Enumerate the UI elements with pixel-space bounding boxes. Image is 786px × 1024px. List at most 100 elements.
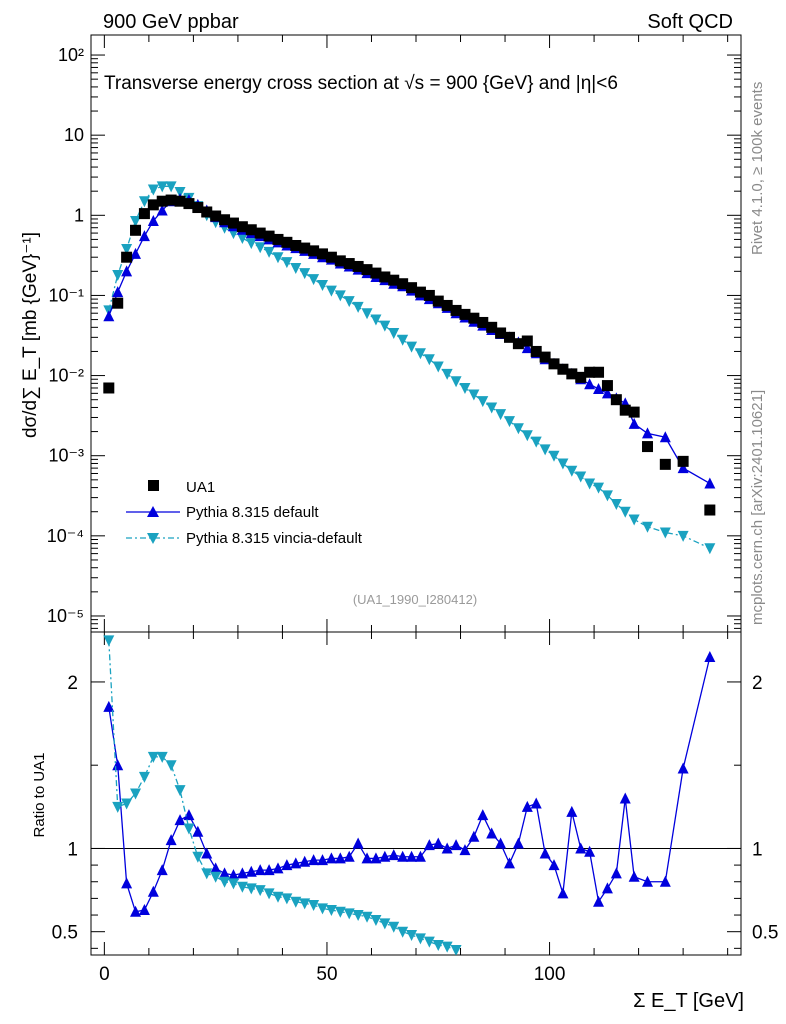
pythia-default-ratio-point	[539, 847, 551, 859]
pythia-default-ratio-point	[227, 869, 239, 881]
y-tick-label: 10⁻³	[48, 446, 84, 466]
pythia-vincia-point	[263, 246, 275, 258]
pythia-default-ratio-point	[521, 800, 533, 812]
ratio-tick-label: 1	[67, 839, 78, 860]
ua1-point	[432, 295, 444, 307]
pythia-vincia-point	[325, 285, 337, 297]
pythia-default-ratio-point	[575, 842, 587, 854]
ua1-point	[593, 366, 605, 378]
pythia-default-ratio-point	[659, 875, 671, 887]
pythia-default-ratio-point	[557, 887, 569, 899]
pythia-default-ratio-point	[263, 864, 275, 876]
pythia-default-ratio-point	[704, 650, 716, 662]
pythia-default-ratio-point	[468, 830, 480, 842]
ua1-point	[459, 308, 471, 320]
ua1-point	[379, 271, 391, 283]
pythia-vincia-point	[557, 458, 569, 470]
pythia-vincia-ratio-point	[308, 900, 320, 912]
pythia-vincia-point	[548, 450, 560, 462]
pythia-vincia-ratio-point	[201, 868, 213, 880]
pythia-default-ratio-point	[441, 842, 453, 854]
pythia-default-ratio-point	[450, 839, 462, 851]
plot-title: Transverse energy cross section at √s = …	[104, 73, 618, 94]
pythia-default-ratio-point	[281, 859, 293, 871]
pythia-default-ratio-point	[486, 827, 498, 839]
pythia-vincia-point	[236, 233, 248, 245]
ua1-point	[503, 331, 515, 343]
pythia-vincia-ratio-point	[147, 751, 159, 763]
ua1-point	[548, 358, 560, 370]
pythia-default-ratio-point	[343, 850, 355, 862]
pythia-vincia-ratio-point	[272, 891, 284, 903]
pythia-default-ratio-point	[130, 905, 142, 917]
ua1-point	[263, 230, 275, 242]
pythia-default-ratio-point	[370, 852, 382, 864]
pythia-vincia-ratio-point	[414, 933, 426, 945]
ua1-point	[334, 255, 346, 267]
ua1-point	[317, 248, 329, 260]
pythia-vincia-point	[397, 334, 409, 346]
pythia-default-ratio-point	[432, 837, 444, 849]
ua1-point	[325, 251, 337, 263]
pythia-default-ratio-point	[174, 814, 186, 826]
pythia-default-ratio-point	[299, 855, 311, 867]
ratio-tick-label: 0.5	[752, 923, 778, 944]
pythia-vincia-point	[156, 181, 168, 193]
pythia-vincia-ratio-point	[245, 883, 257, 895]
y-tick-label: 10⁻⁵	[47, 606, 84, 626]
pythia-vincia-ratio-point	[379, 918, 391, 930]
pythia-vincia-point	[343, 296, 355, 308]
ua1-point	[423, 289, 435, 301]
pythia-default-point	[704, 477, 716, 489]
pythia-vincia-point	[704, 543, 716, 555]
pythia-vincia-point	[468, 389, 480, 401]
pythia-vincia-point	[281, 257, 293, 269]
pythia-vincia-ratio-point	[121, 798, 133, 810]
pythia-vincia-point	[254, 242, 266, 254]
pythia-vincia-point	[165, 181, 177, 193]
pythia-default-ratio-point	[642, 875, 654, 887]
y-tick-label: 10	[64, 125, 84, 145]
legend-label: UA1	[186, 479, 215, 496]
ua1-point	[174, 195, 186, 207]
pythia-default-point	[121, 265, 133, 277]
pythia-vincia-point	[512, 423, 524, 435]
pythia-default-ratio-point	[308, 854, 320, 866]
legend-item-pythia-vincia: Pythia 8.315 vincia-default	[126, 530, 363, 547]
pythia-vincia-point	[477, 396, 489, 408]
pythia-vincia-point	[308, 274, 320, 286]
pythia-vincia-ratio-point	[263, 888, 275, 900]
pythia-default-ratio-point	[512, 837, 524, 849]
pythia-default-ratio-point	[245, 865, 257, 877]
pythia-default-ratio-point	[254, 864, 266, 876]
pythia-vincia-point	[245, 238, 257, 250]
ua1-point	[468, 312, 480, 324]
pythia-default-ratio-point	[619, 792, 631, 804]
ua1-point	[219, 214, 231, 226]
pythia-vincia-point	[423, 354, 435, 366]
pythia-default-ratio-point	[147, 885, 159, 897]
pythia-default-ratio-point	[566, 805, 578, 817]
pythia-vincia-point	[575, 471, 587, 483]
ratio-tick-label: 1	[752, 839, 763, 860]
ua1-point	[521, 335, 533, 347]
ua1-point	[530, 345, 542, 357]
ua1-point	[512, 338, 524, 350]
legend-marker-triangle-down	[147, 533, 159, 544]
pythia-vincia-ratio-point	[325, 905, 337, 917]
pythia-default-ratio-point	[219, 867, 231, 879]
ua1-point	[628, 406, 640, 418]
pythia-default-ratio-point	[414, 850, 426, 862]
pythia-default-point	[147, 214, 159, 226]
legend-label: Pythia 8.315 vincia-default	[186, 530, 363, 547]
ua1-point	[290, 239, 302, 251]
y-tick-label: 10²	[58, 45, 84, 65]
x-axis-label: Σ E_T [GeV]	[633, 990, 744, 1012]
pythia-default-ratio-point	[290, 857, 302, 869]
pythia-default-point	[103, 310, 115, 322]
pythia-default-ratio-point	[210, 862, 222, 874]
pythia-default-ratio-point	[677, 762, 689, 774]
ua1-point	[352, 260, 364, 272]
pythia-vincia-point	[610, 498, 622, 510]
pythia-default-ratio-point	[165, 834, 177, 846]
